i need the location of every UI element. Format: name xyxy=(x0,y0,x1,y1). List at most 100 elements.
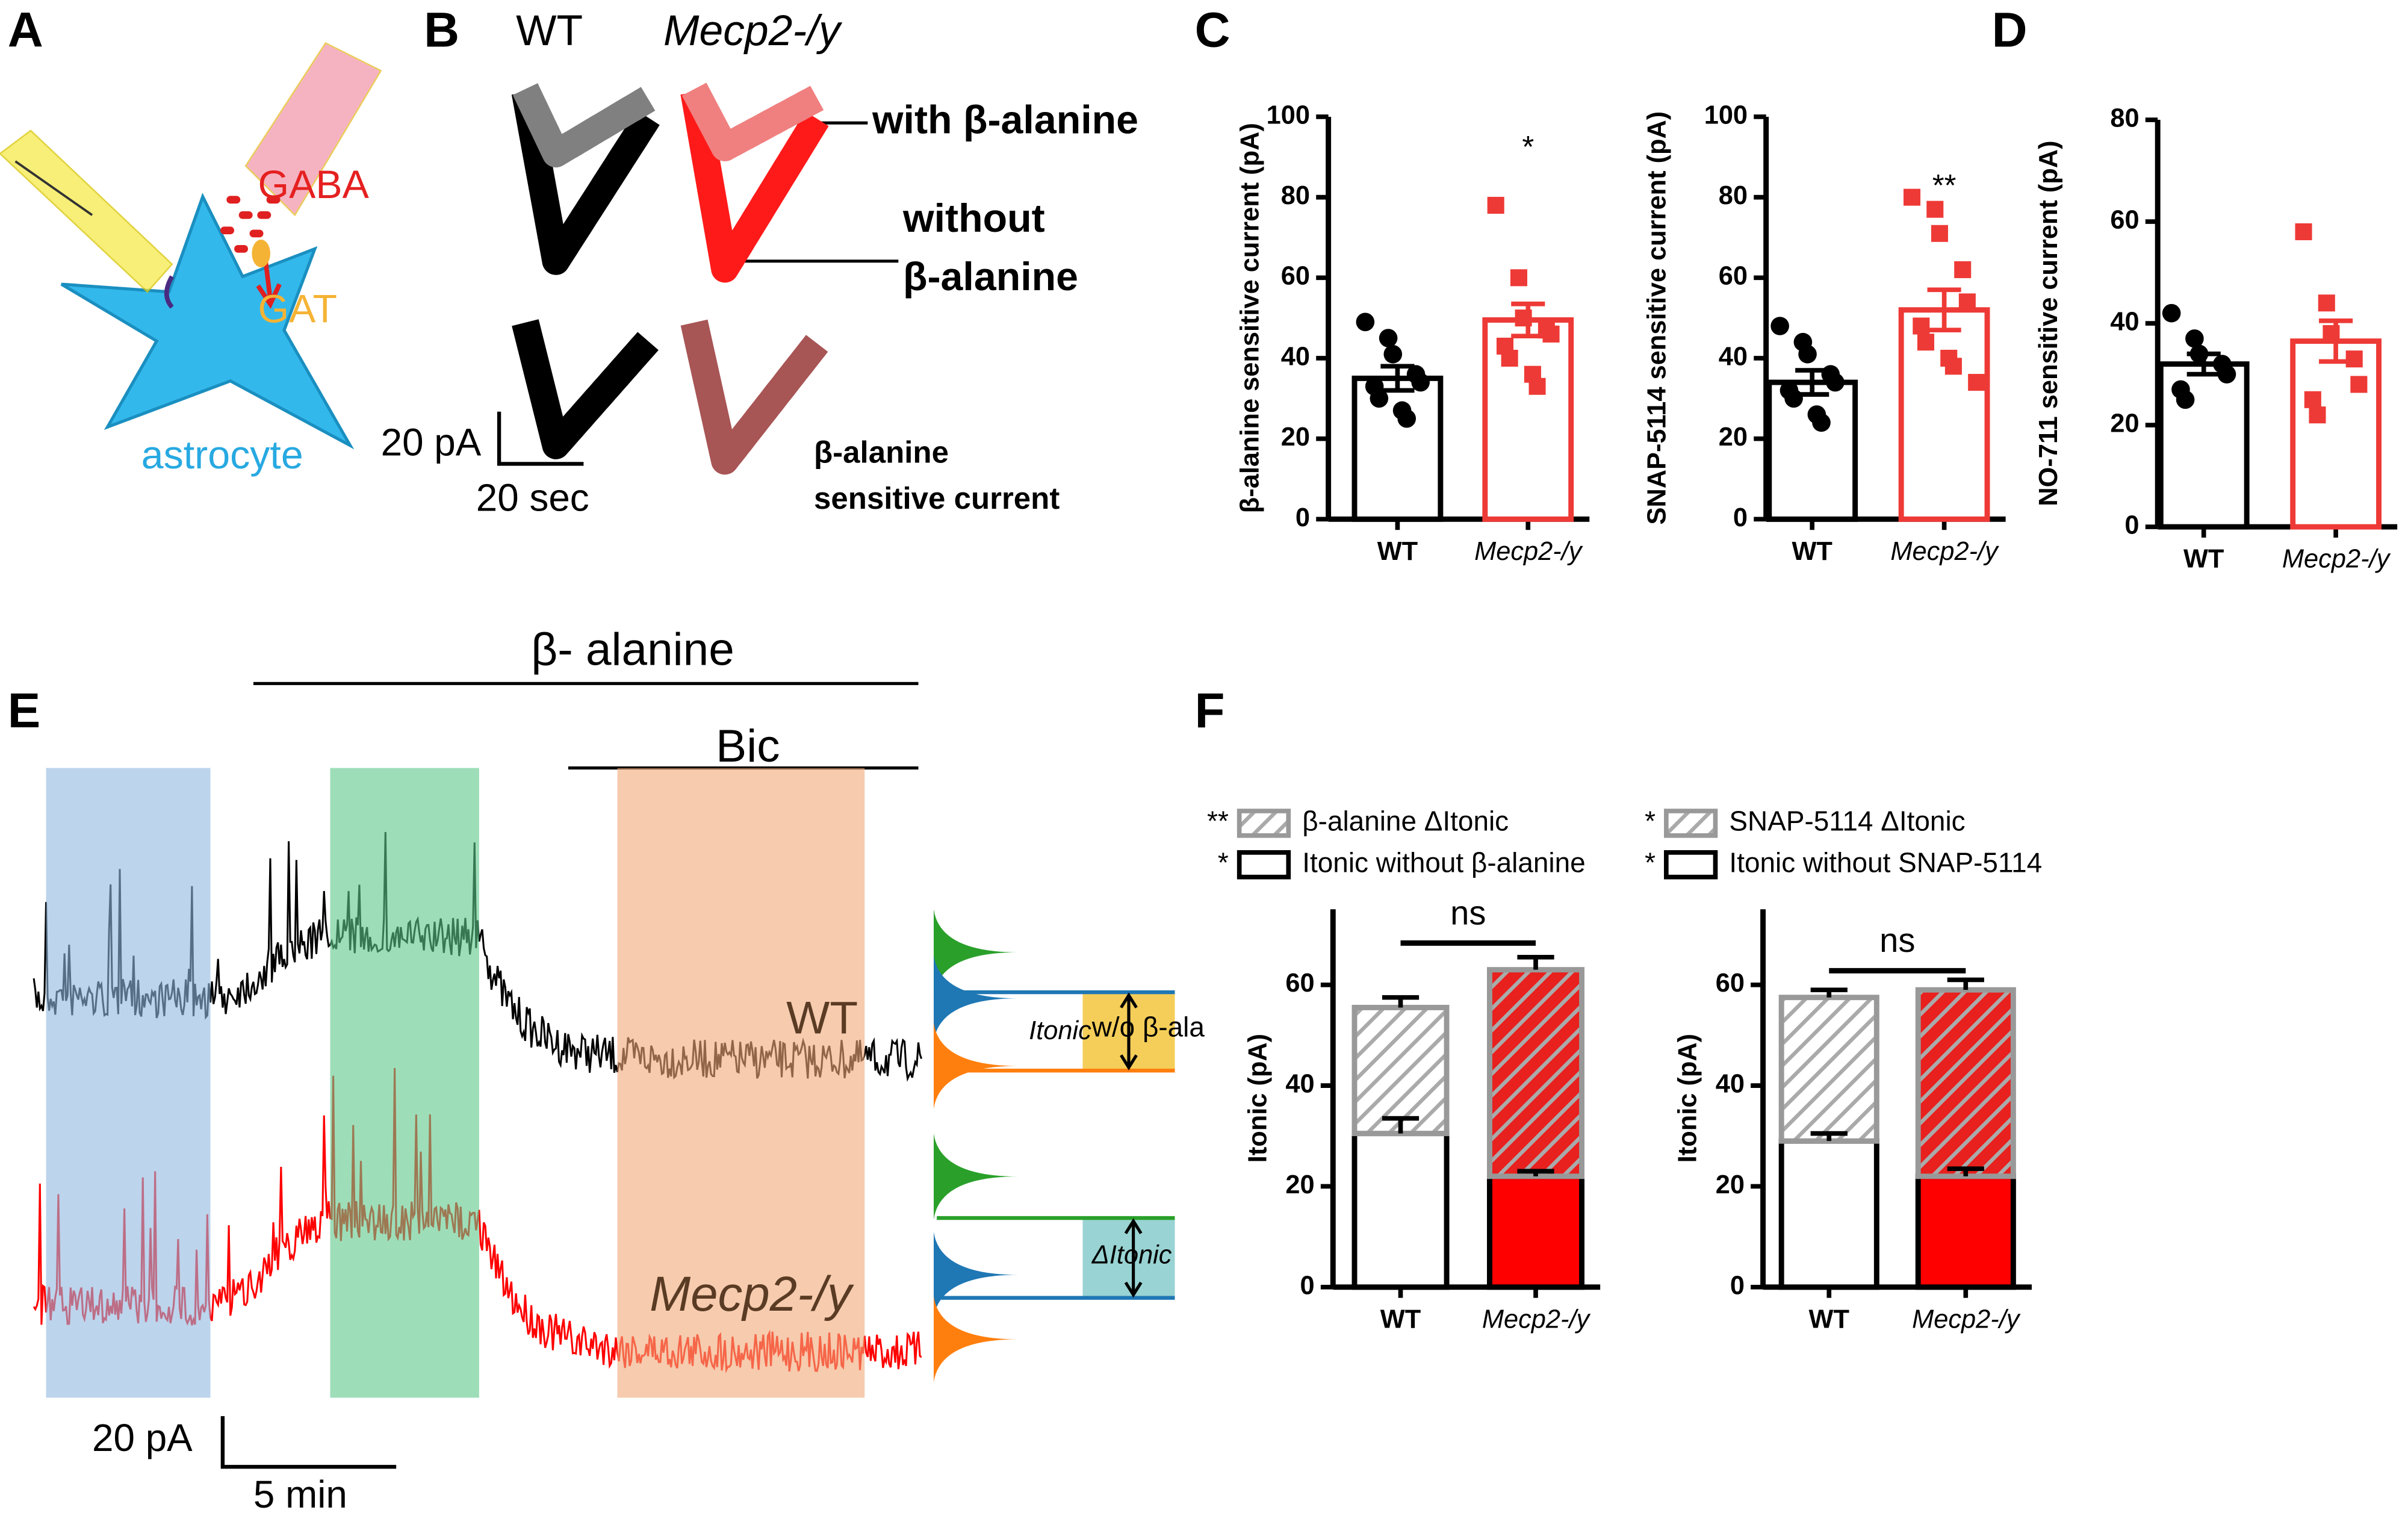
y-tick-label: 100 xyxy=(1704,101,1748,129)
x-tick-label: WT xyxy=(1377,537,1418,566)
data-point xyxy=(2350,376,2368,393)
astrocyte-shape xyxy=(60,193,355,450)
legend-label: Itonic without β-alanine xyxy=(1302,847,1585,878)
comparison-label: ns xyxy=(1450,893,1486,931)
data-point xyxy=(2345,350,2363,368)
shade xyxy=(617,768,865,1398)
y-axis-label: Itonic (pA) xyxy=(1674,1034,1702,1163)
bar-segment xyxy=(1778,1138,1879,1290)
data-point xyxy=(2323,325,2340,342)
drug-label: Bic xyxy=(716,721,780,772)
data-point xyxy=(2185,329,2204,348)
y-tick-label: 40 xyxy=(1716,1070,1745,1099)
data-point xyxy=(1958,293,1976,311)
wt-label: WT xyxy=(516,7,583,55)
legend-significance: * xyxy=(1645,806,1656,837)
panel-e: β- alanine Bic Itonic w/o β-ala ΔItonic WT M… xyxy=(33,624,1205,1516)
y-tick-label: 0 xyxy=(2124,511,2139,540)
data-point xyxy=(1379,329,1398,347)
histogram xyxy=(934,1296,1019,1382)
data-point xyxy=(1770,317,1789,335)
data-point xyxy=(1968,374,1985,391)
histogram xyxy=(934,1133,1019,1220)
x-tick-label: Mecp2-/y xyxy=(1912,1305,2021,1334)
y-tick-label: 0 xyxy=(1730,1271,1745,1300)
y-tick-label: 40 xyxy=(1281,342,1310,371)
significance: ** xyxy=(1932,168,1956,202)
arrow xyxy=(1120,992,1138,1070)
y-tick-label: 60 xyxy=(2110,206,2139,235)
data-point xyxy=(2217,365,2236,384)
error-bar xyxy=(1382,995,1420,1008)
panel-label: E xyxy=(8,683,40,738)
data-point xyxy=(1356,312,1375,332)
legend-marker xyxy=(1664,809,1718,838)
histogram xyxy=(934,1023,1019,1109)
data-point xyxy=(1784,389,1803,408)
chart: 0 20 40 60 Itonic (pA) WT Mecp2-/y ns * Itonic wi… xyxy=(1645,806,2042,1334)
panel-label: A xyxy=(8,3,43,58)
x-tick-label: WT xyxy=(2183,545,2224,574)
gaba-label: GABA xyxy=(258,163,370,207)
legend-significance: ** xyxy=(1207,806,1229,837)
bar xyxy=(1351,375,1444,522)
legend-significance: * xyxy=(1645,847,1656,878)
comparison-label: ns xyxy=(1879,921,1915,959)
legend-marker xyxy=(1237,809,1291,838)
x-tick-label: WT xyxy=(1792,537,1832,566)
error-bar xyxy=(1517,954,1554,970)
error-bar xyxy=(1947,1166,1984,1176)
bar xyxy=(2290,338,2382,530)
trace xyxy=(512,319,659,459)
y-tick-label: 80 xyxy=(1719,181,1748,210)
data-point xyxy=(1913,317,1930,335)
y-tick-label: 40 xyxy=(2110,308,2139,337)
y-tick-label: 60 xyxy=(1285,969,1314,998)
arrow xyxy=(1124,1218,1143,1298)
scale-bar xyxy=(497,411,584,466)
data-point xyxy=(1944,358,1962,375)
legend-label: Itonic without SNAP-5114 xyxy=(1729,847,2042,878)
shade xyxy=(330,768,479,1398)
data-point xyxy=(1826,373,1845,392)
error-bar xyxy=(1947,977,1984,990)
cell-label: astrocyte xyxy=(141,433,303,477)
panel-label: B xyxy=(424,3,459,58)
legend-marker xyxy=(1664,850,1718,880)
panel-a: GABA GAT astrocyte xyxy=(0,42,382,477)
y-tick-label: 60 xyxy=(1281,262,1310,291)
y-tick-label: 60 xyxy=(1719,262,1748,291)
data-point xyxy=(2318,294,2335,312)
data-point xyxy=(2176,390,2195,409)
y-tick-label: 0 xyxy=(1733,503,1748,532)
electrode xyxy=(14,160,93,216)
bar-segment xyxy=(1351,1004,1450,1137)
y-tick-label: 100 xyxy=(1267,101,1310,129)
histogram xyxy=(934,909,1019,996)
y-tick-label: 60 xyxy=(1716,969,1745,998)
data-point xyxy=(1487,196,1504,214)
ko-label: Mecp2-/y xyxy=(663,7,843,55)
bar xyxy=(1898,307,1990,522)
trace-label: Mecp2-/y xyxy=(650,1267,854,1322)
y-tick-label: 0 xyxy=(1300,1271,1315,1300)
trace xyxy=(511,90,660,275)
significance: * xyxy=(1522,129,1534,164)
data-point xyxy=(1411,373,1430,392)
annotation: β-alanine xyxy=(903,255,1078,299)
bar-segment xyxy=(1915,1173,2016,1290)
error-bar xyxy=(1382,1116,1420,1134)
scale-bar xyxy=(220,1416,397,1469)
bar-segment xyxy=(1915,987,2016,1179)
chart: 0 20 40 60 80 NO-711 sensitive current (pA) WT… xyxy=(2034,104,2398,574)
transporter xyxy=(252,240,270,267)
legend-label: β-alanine ΔItonic xyxy=(1302,806,1509,837)
y-tick-label: 20 xyxy=(2110,409,2139,438)
data-point xyxy=(2189,344,2209,364)
annotation: with β-alanine xyxy=(872,98,1138,143)
chart: 0 20 40 60 Itonic (pA) WT Mecp2-/y ns * Itonic wi… xyxy=(1207,806,1601,1334)
legend-marker xyxy=(1237,850,1291,880)
scale-label: 20 sec xyxy=(476,476,589,520)
y-tick-label: 20 xyxy=(1716,1170,1745,1199)
data-point xyxy=(1397,409,1417,428)
